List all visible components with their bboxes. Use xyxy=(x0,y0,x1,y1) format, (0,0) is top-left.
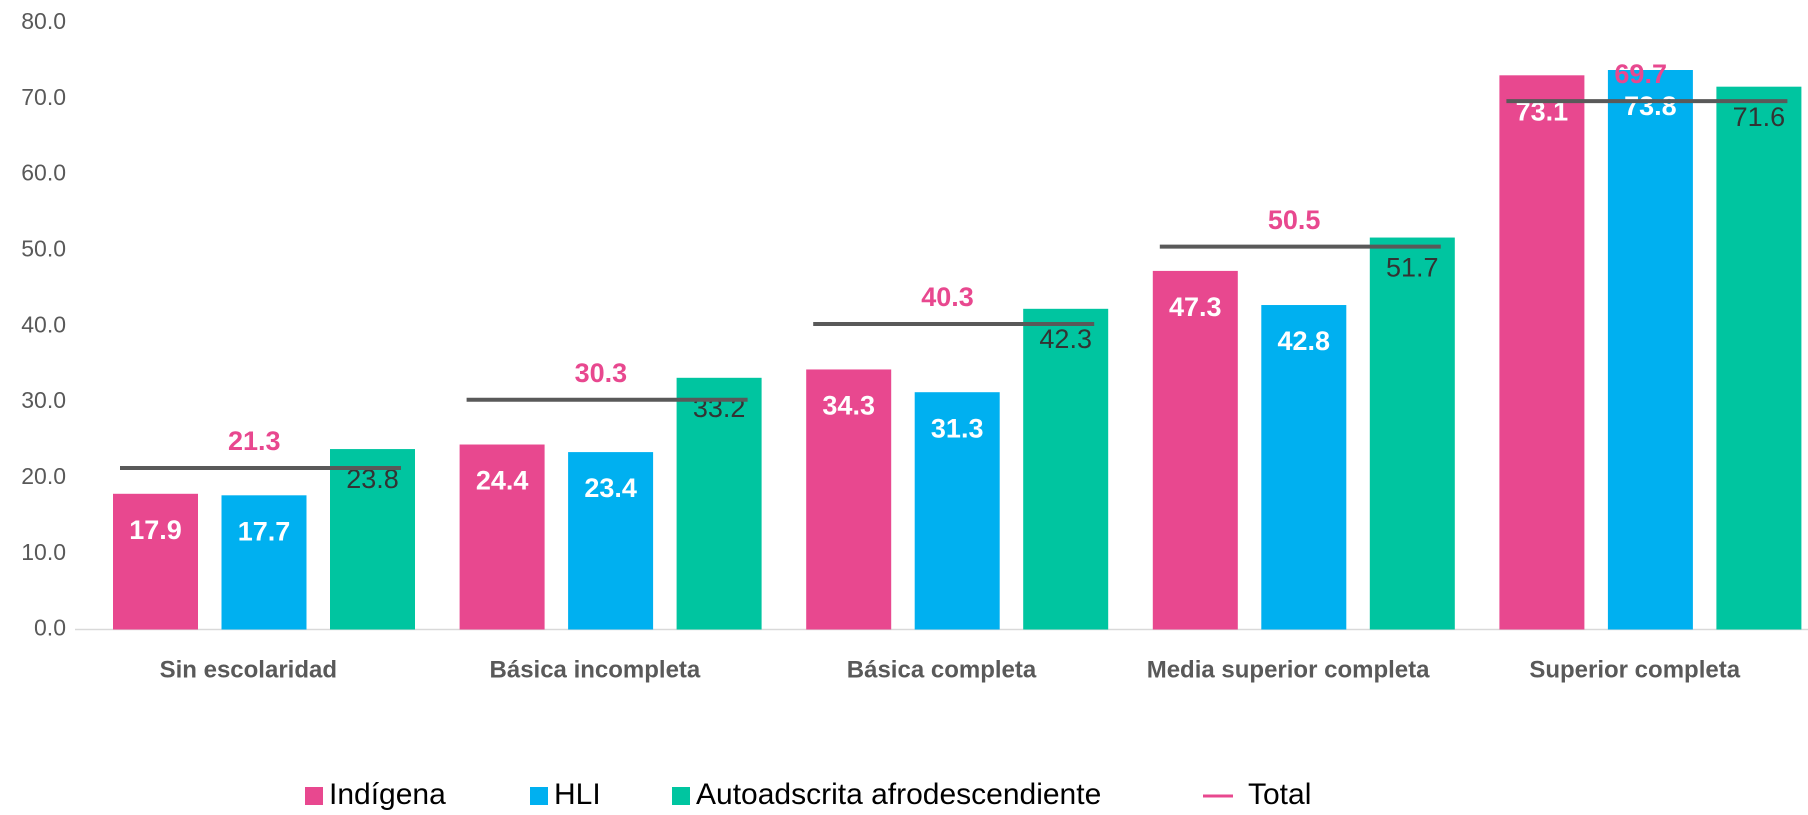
bar-value-label: 42.3 xyxy=(1039,324,1092,354)
x-tick-label: Sin escolaridad xyxy=(160,656,337,683)
bar xyxy=(1261,305,1347,630)
bar-value-label: 17.9 xyxy=(129,515,182,545)
y-tick-label: 0.0 xyxy=(34,615,66,641)
bar-value-label: 23.4 xyxy=(584,473,637,503)
bar xyxy=(806,369,892,630)
bar-value-label: 73.8 xyxy=(1624,91,1677,121)
y-tick-label: 50.0 xyxy=(21,236,66,262)
bar xyxy=(1607,70,1693,630)
legend-label: HLI xyxy=(554,778,601,811)
legend-marker xyxy=(672,787,690,805)
total-value-label: 40.3 xyxy=(921,282,974,312)
total-value-label: 30.3 xyxy=(575,358,628,388)
y-tick-label: 60.0 xyxy=(21,160,66,186)
bar xyxy=(1152,270,1238,630)
legend-marker xyxy=(305,787,323,805)
total-value-label: 69.7 xyxy=(1614,59,1667,89)
bar-value-label: 33.2 xyxy=(693,393,746,423)
total-value-label: 21.3 xyxy=(228,426,281,456)
bar xyxy=(330,449,415,630)
y-tick-label: 10.0 xyxy=(21,539,66,565)
bar-value-label: 42.8 xyxy=(1278,326,1331,356)
bar xyxy=(676,377,762,630)
x-tick-label: Superior completa xyxy=(1529,656,1740,683)
legend-label: Total xyxy=(1248,778,1311,811)
bar-value-label: 24.4 xyxy=(476,466,529,496)
bar-value-label: 17.7 xyxy=(238,516,291,546)
y-tick-label: 40.0 xyxy=(21,311,66,337)
bar-value-label: 47.3 xyxy=(1169,292,1222,322)
bar xyxy=(1023,308,1109,630)
legend-marker xyxy=(530,787,548,805)
bar-value-label: 31.3 xyxy=(931,413,984,443)
bar xyxy=(914,392,1000,630)
y-tick-label: 30.0 xyxy=(21,387,66,413)
bar xyxy=(459,444,545,630)
x-tick-label: Básica completa xyxy=(847,656,1037,683)
y-tick-label: 80.0 xyxy=(21,8,66,34)
bar xyxy=(113,493,198,630)
y-tick-label: 20.0 xyxy=(21,463,66,489)
y-tick-label: 70.0 xyxy=(21,84,66,110)
bar-value-label: 34.3 xyxy=(822,391,875,421)
legend-label: Indígena xyxy=(329,778,446,811)
x-tick-label: Básica incompleta xyxy=(490,656,701,683)
bar-value-label: 51.7 xyxy=(1386,253,1439,283)
bar xyxy=(1499,75,1585,630)
legend-label: Autoadscrita afrodescendiente xyxy=(696,778,1101,811)
x-tick-label: Media superior completa xyxy=(1147,656,1430,683)
bar xyxy=(221,495,307,630)
bar xyxy=(568,452,654,630)
total-value-label: 50.5 xyxy=(1268,205,1321,235)
bar-value-label: 71.6 xyxy=(1733,102,1786,132)
bar xyxy=(1716,86,1802,630)
bar xyxy=(1369,237,1455,630)
